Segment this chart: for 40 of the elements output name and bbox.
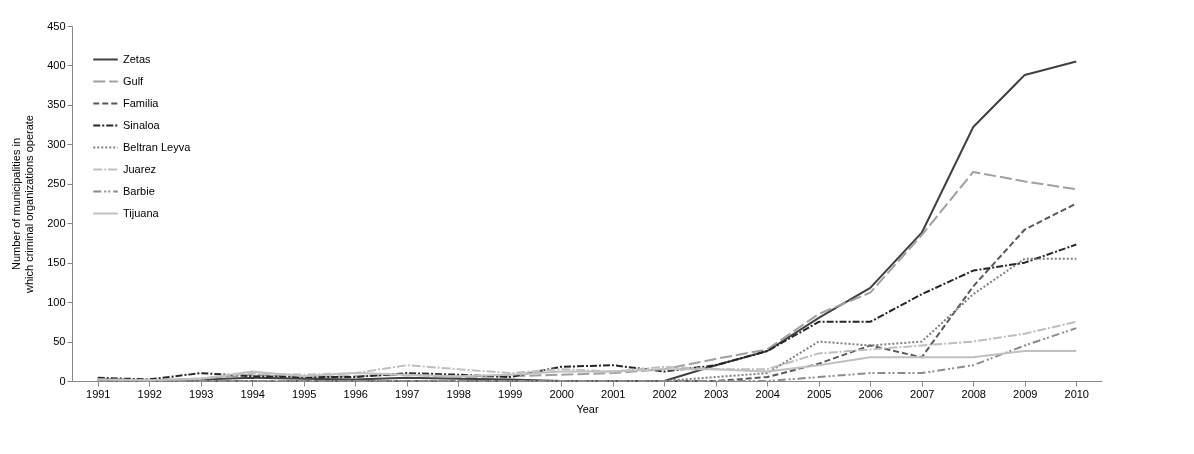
x-tick-label: 1999 xyxy=(498,387,523,400)
y-tick-label: 150 xyxy=(47,256,66,269)
x-tick-label: 2002 xyxy=(652,387,677,400)
x-tick-label: 2007 xyxy=(910,387,935,400)
x-tick-label: 2010 xyxy=(1064,387,1089,400)
x-tick-label: 2004 xyxy=(755,387,780,400)
x-tick-label: 2008 xyxy=(961,387,986,400)
x-tick-label: 2000 xyxy=(549,387,574,400)
y-tick-label: 250 xyxy=(47,177,66,190)
legend-label: Zetas xyxy=(123,52,152,65)
x-tick-label: 1994 xyxy=(240,387,265,400)
legend-label: Familia xyxy=(123,96,160,109)
y-tick-label: 0 xyxy=(59,374,66,387)
x-tick-label: 2005 xyxy=(807,387,832,400)
x-tick-label: 1996 xyxy=(343,387,368,400)
legend-label: Barbie xyxy=(123,184,155,197)
y-tick-label: 100 xyxy=(47,295,66,308)
x-tick-label: 1991 xyxy=(86,387,111,400)
x-tick-label: 2003 xyxy=(704,387,729,400)
y-axis-title: Number of municipalities in which criminal organizations operate xyxy=(10,115,36,294)
y-tick-label: 350 xyxy=(47,98,66,111)
x-tick-label: 2006 xyxy=(858,387,883,400)
x-tick-label: 1992 xyxy=(137,387,162,400)
x-tick-label: 2001 xyxy=(601,387,626,400)
legend-label: Sinaloa xyxy=(123,118,161,131)
x-tick-label: 1995 xyxy=(292,387,317,400)
y-tick-label: 450 xyxy=(47,19,66,32)
legend-label: Gulf xyxy=(123,74,145,87)
legend-label: Tijuana xyxy=(123,206,160,219)
y-tick-label: 200 xyxy=(47,216,66,229)
legend-label: Beltran Leyva xyxy=(123,140,192,153)
x-tick-label: 1993 xyxy=(189,387,214,400)
y-tick-label: 400 xyxy=(47,58,66,71)
x-tick-label: 2009 xyxy=(1013,387,1038,400)
x-tick-label: 1997 xyxy=(395,387,420,400)
legend-label: Juarez xyxy=(123,162,157,175)
x-axis-title: Year xyxy=(576,402,599,415)
y-tick-label: 300 xyxy=(47,137,66,150)
y-tick-label: 50 xyxy=(53,335,66,348)
x-tick-label: 1998 xyxy=(446,387,471,400)
